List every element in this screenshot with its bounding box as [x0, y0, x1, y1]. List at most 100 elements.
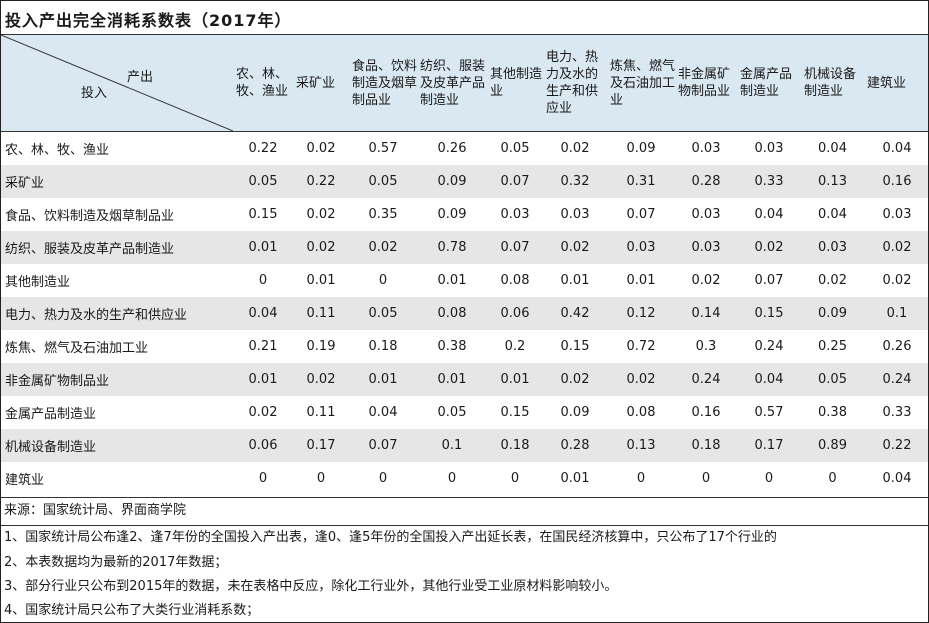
table-cell: 0.78 [417, 231, 487, 264]
table-cell: 0.02 [818, 273, 847, 288]
table-cell: 0.04 [754, 207, 784, 222]
table-cell: 0.01 [417, 363, 487, 396]
note-1: 1、国家统计局公布逢2、逢7年份的全国投入产出表，逢0、逢5年份的全国投入产出延… [1, 525, 928, 549]
row-label: 采矿业 [1, 165, 233, 198]
table-cell: 0.18 [675, 429, 737, 462]
table-cell: 0.01 [233, 231, 293, 264]
row-label: 建筑业 [5, 473, 45, 488]
table-cell: 0.07 [487, 231, 543, 264]
table-cell: 0.11 [293, 297, 349, 330]
col-header: 电力、热力及水的生产和供应业 [543, 34, 607, 132]
consumption-table: 产出 投入 农、林、牧、渔业 采矿业 食品、饮料制造及烟草制品业 纺织、服装及皮… [1, 34, 928, 496]
table-cell: 0.01 [626, 273, 656, 288]
table-cell: 0.07 [349, 429, 417, 462]
table-cell: 0.02 [306, 207, 336, 222]
table-cell: 0.02 [293, 231, 349, 264]
table-cell: 0.07 [754, 273, 784, 288]
table-cell: 0.11 [306, 405, 336, 420]
table-cell: 0.04 [882, 141, 912, 156]
table-title: 投入产出完全消耗系数表（2017年） [5, 11, 292, 30]
row-label: 非金属矿物制品业 [1, 363, 233, 396]
table-cell: 0.24 [864, 363, 928, 396]
table-cell: 0.35 [368, 207, 398, 222]
table-cell: 0.05 [500, 141, 530, 156]
table-cell: 0.02 [543, 363, 607, 396]
table-cell: 0.1 [417, 429, 487, 462]
source-note: 来源：国家统计局、界面商学院 [1, 497, 928, 523]
col-header: 非金属矿物制品业 [675, 34, 737, 132]
corner-output-label: 产出 [127, 70, 154, 85]
table-cell: 0.19 [306, 339, 336, 354]
table-cell: 0.3 [695, 339, 717, 354]
table-cell: 0.15 [500, 405, 530, 420]
table-cell: 0.16 [864, 165, 928, 198]
table-cell: 0.13 [607, 429, 675, 462]
table-cell: 0.02 [293, 363, 349, 396]
table-cell: 0.02 [248, 405, 278, 420]
col-header: 采矿业 [293, 34, 349, 132]
table-cell: 0.01 [437, 273, 467, 288]
table-cell: 0.31 [607, 165, 675, 198]
table-cell: 0.03 [882, 207, 912, 222]
table-cell: 0.03 [675, 231, 737, 264]
table-row: 纺织、服装及皮革产品制造业 0.01 0.02 0.02 0.78 0.07 0.02 0.0… [1, 231, 928, 264]
table-cell: 0.72 [626, 339, 656, 354]
table-cell: 0.17 [293, 429, 349, 462]
table-cell: 0 [378, 273, 388, 288]
table-cell: 0.24 [754, 339, 784, 354]
table-cell: 0.07 [487, 165, 543, 198]
table-cell: 0.01 [349, 363, 417, 396]
table-cell: 0.18 [368, 339, 398, 354]
table-cell: 0.02 [543, 231, 607, 264]
table-cell: 0.33 [882, 405, 912, 420]
table-cell: 0.33 [737, 165, 801, 198]
table-cell: 0.57 [368, 141, 398, 156]
table-cell: 0.02 [349, 231, 417, 264]
table-cell: 0 [447, 471, 457, 486]
table-row: 电力、热力及水的生产和供应业 0.04 0.11 0.05 0.08 0.06 0.42 0.… [1, 297, 928, 330]
table-row: 农、林、牧、渔业 0.22 0.02 0.57 0.26 0.05 0.02 0.09 0.03… [1, 132, 928, 166]
note-4: 4、国家统计局只公布了大类行业消耗系数； [4, 603, 260, 618]
note-2: 2、本表数据均为最新的2017年数据； [4, 555, 228, 570]
table-cell: 0.16 [691, 405, 721, 420]
table-cell: 0 [764, 471, 774, 486]
table-cell: 0.03 [691, 141, 721, 156]
table-cell: 0.28 [675, 165, 737, 198]
table-cell: 0.15 [560, 339, 590, 354]
col-header: 机械设备制造业 [801, 34, 864, 132]
table-cell: 0 [378, 471, 388, 486]
table-cell: 0 [258, 273, 268, 288]
table-cell: 0 [828, 471, 837, 486]
table-row: 其他制造业 0 0.01 0 0.01 0.08 0.01 0.01 0.02 0.07 0.02 0… [1, 264, 928, 297]
table-cell: 0.1 [864, 297, 928, 330]
table-cell: 0.06 [233, 429, 293, 462]
table-cell: 0.32 [543, 165, 607, 198]
table-cell: 0.08 [626, 405, 656, 420]
table-cell: 0.12 [607, 297, 675, 330]
table-cell: 0.02 [691, 273, 721, 288]
table-body: 农、林、牧、渔业 0.22 0.02 0.57 0.26 0.05 0.02 0.09 0.03… [1, 132, 928, 496]
table-cell: 0.09 [417, 165, 487, 198]
table-cell: 0.22 [248, 141, 278, 156]
table-cell: 0.03 [801, 231, 864, 264]
col-header: 纺织、服装及皮革产品制造业 [417, 34, 487, 132]
note-3: 3、部分行业只公布到2015年的数据，未在表格中反应，除化工行业外，其他行业受工… [4, 579, 618, 594]
table-row: 机械设备制造业 0.06 0.17 0.07 0.1 0.18 0.28 0.13 0.18 0.… [1, 429, 928, 462]
table-cell: 0 [258, 471, 268, 486]
table-cell: 0.05 [349, 297, 417, 330]
table-cell: 0.09 [626, 141, 656, 156]
table-cell: 0.04 [818, 141, 847, 156]
table-cell: 0.04 [882, 471, 912, 486]
table-row: 食品、饮料制造及烟草制品业 0.15 0.02 0.35 0.09 0.03 0.03 0.0… [1, 198, 928, 231]
table-cell: 0.04 [368, 405, 398, 420]
row-label: 金属产品制造业 [5, 407, 97, 422]
table-cell: 0.02 [560, 141, 590, 156]
table-cell: 0.42 [543, 297, 607, 330]
table-cell: 0.01 [487, 363, 543, 396]
table-cell: 0.15 [248, 207, 278, 222]
table-cell: 0.08 [500, 273, 530, 288]
table-cell: 0.28 [543, 429, 607, 462]
row-label: 其他制造业 [5, 275, 71, 290]
table-cell: 0.18 [487, 429, 543, 462]
table-cell: 0.09 [560, 405, 590, 420]
